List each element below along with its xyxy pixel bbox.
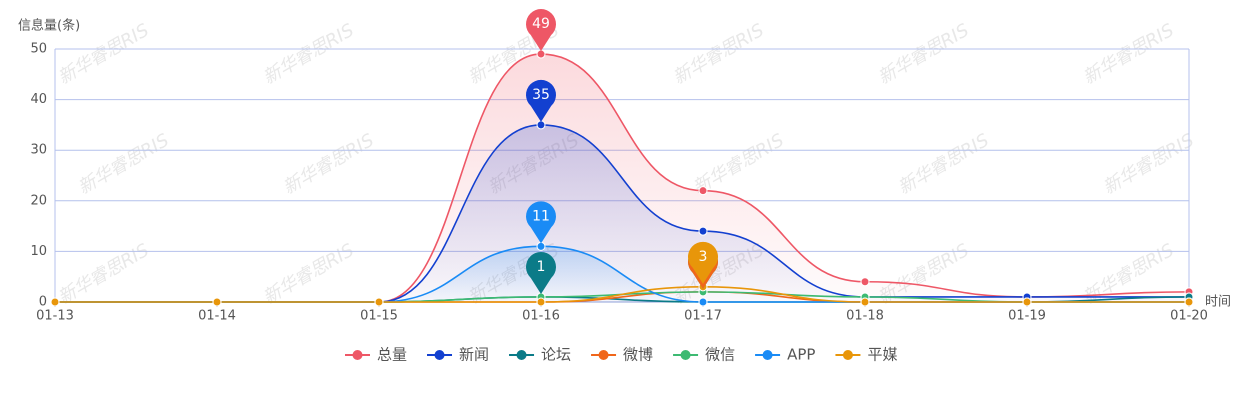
watermark: 新华睿思RIS [280,130,378,199]
y-tick-label: 20 [30,193,47,208]
y-tick-label: 30 [30,143,47,158]
pin-label: 35 [532,87,550,103]
x-axis-label: 时间 [1205,295,1231,310]
x-tick-label: 01-20 [1170,309,1208,324]
y-tick-label: 0 [39,295,47,310]
watermark: 新华睿思RIS [260,240,358,309]
point [1184,297,1194,307]
watermark: 新华睿思RIS [875,20,973,89]
y-tick-label: 50 [30,42,47,57]
watermark: 新华睿思RIS [1100,130,1198,199]
watermark: 新华睿思RIS [1080,20,1178,89]
point [536,297,546,307]
watermark: 新华睿思RIS [670,20,768,89]
y-tick-label: 40 [30,92,47,107]
pin-label: 49 [532,16,550,32]
point [536,49,546,59]
point [860,297,870,307]
legend-label: 论坛 [541,346,571,364]
y-tick-label: 10 [30,244,47,259]
point [698,226,708,236]
x-tick-label: 01-18 [846,309,884,324]
watermark: 新华睿思RIS [75,130,173,199]
legend-label: 总量 [377,346,407,364]
legend-dot [516,350,527,360]
area [55,124,1189,303]
watermark: 新华睿思RIS [895,130,993,199]
point [536,241,546,251]
legend-label: APP [787,346,815,364]
x-tick-label: 01-17 [684,309,722,324]
pin [526,251,556,294]
legend-dot [842,350,853,360]
point [698,297,708,307]
point [536,120,546,130]
legend-dot [434,350,445,360]
pin [526,201,556,244]
legend-dot [680,350,691,360]
point [1022,297,1032,307]
legend-label: 新闻 [459,346,489,364]
pin-label: 1 [537,259,546,275]
pin [525,9,556,52]
point [860,277,870,287]
point [50,297,60,307]
x-tick-label: 01-13 [36,309,74,324]
legend-label: 微信 [705,346,735,364]
legend-label: 平媒 [867,346,897,364]
watermark: 新华睿思RIS [55,240,153,309]
x-tick-label: 01-15 [360,309,398,324]
legend-label: 微博 [623,346,653,364]
legend-dot [598,350,609,360]
point [698,186,708,196]
pin-label: 3 [699,249,708,265]
point [374,297,384,307]
line [55,286,1189,303]
pin [525,79,556,122]
pin [688,241,719,284]
watermark: 新华睿思RIS [260,20,358,89]
pin-label: 11 [532,208,550,224]
x-tick-label: 01-14 [198,309,236,324]
legend-dot [762,350,773,360]
legend-dot [352,350,363,360]
x-tick-label: 01-16 [522,309,560,324]
y-axis-label: 信息量(条) [18,18,80,34]
point [212,297,222,307]
area [55,246,1189,302]
x-tick-label: 01-19 [1008,309,1046,324]
